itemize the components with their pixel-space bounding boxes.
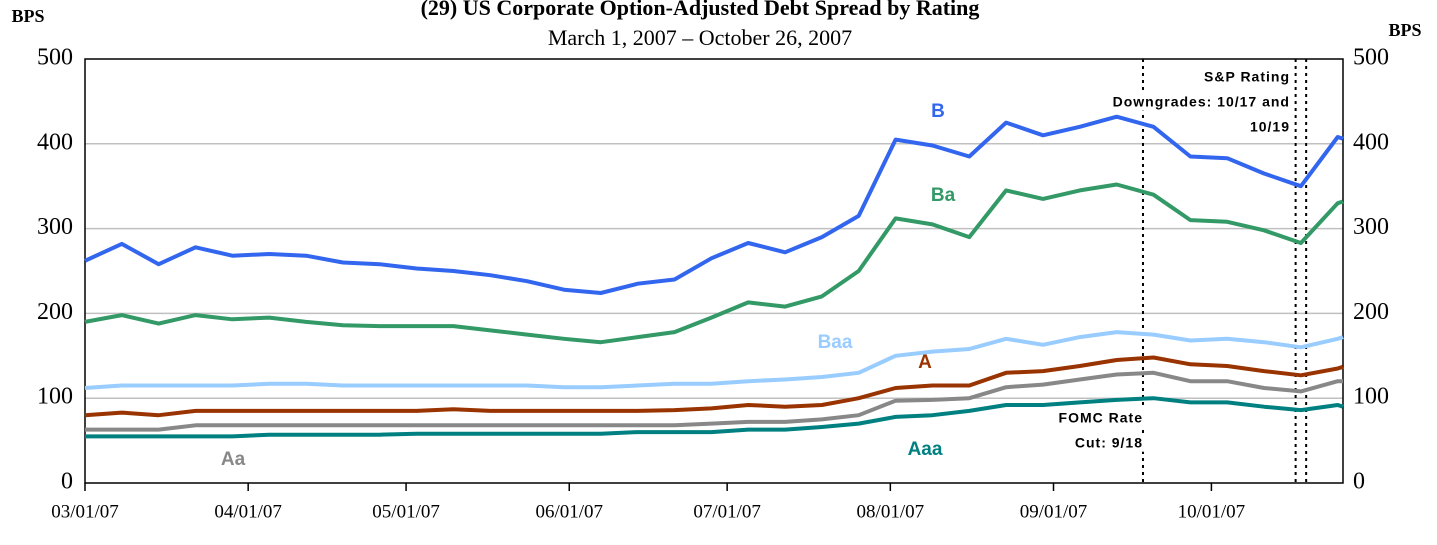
y-tick-label: 400 — [37, 129, 73, 155]
y2-axis-label: BPS — [1388, 20, 1421, 40]
x-tick-label: 09/01/07 — [1020, 501, 1088, 522]
series-label: A — [918, 352, 932, 373]
chart-subtitle: March 1, 2007 – October 26, 2007 — [548, 25, 852, 50]
y2-tick-label: 0 — [1353, 469, 1365, 495]
x-tick-label: 03/01/07 — [51, 501, 119, 522]
annotation-background — [1056, 408, 1145, 427]
series-line — [85, 370, 1343, 432]
x-tick-label: 06/01/07 — [535, 501, 603, 522]
plot-frame — [84, 58, 1344, 484]
y-tick-label: 200 — [37, 299, 73, 325]
x-tick-label: 04/01/07 — [214, 501, 282, 522]
annotation: Downgrades: 10/17 and — [1113, 94, 1290, 110]
y2-tick-label: 300 — [1353, 214, 1389, 240]
y2-tick-label: 500 — [1353, 45, 1389, 71]
y-tick-label: 0 — [61, 469, 73, 495]
y-axis-label: BPS — [11, 6, 44, 26]
series-label: Baa — [818, 332, 853, 353]
annotation-background — [1247, 117, 1292, 136]
series-line — [84, 114, 1344, 295]
series-label: Ba — [931, 185, 956, 206]
series-label: Aaa — [908, 439, 943, 460]
series-line — [84, 182, 1344, 345]
annotation-background — [1202, 67, 1292, 86]
series-label: Aa — [221, 449, 246, 470]
y-tick-label: 500 — [37, 45, 73, 71]
annotation-background — [1072, 433, 1145, 452]
annotation: S&P Rating — [1204, 69, 1290, 85]
series-line — [84, 355, 1344, 418]
y2-tick-label: 400 — [1353, 129, 1389, 155]
y-tick-label: 100 — [37, 384, 73, 410]
annotation: 10/19 — [1250, 119, 1290, 135]
y2-tick-label: 200 — [1353, 299, 1389, 325]
series-line — [85, 396, 1344, 439]
x-tick-label: 05/01/07 — [372, 501, 440, 522]
y2-tick-label: 100 — [1353, 384, 1389, 410]
annotation: Cut: 9/18 — [1075, 435, 1143, 451]
x-tick-label: 10/01/07 — [1178, 501, 1246, 522]
series-line — [84, 330, 1344, 390]
chart-title: (29) US Corporate Option-Adjusted Debt S… — [421, 0, 980, 20]
series-label: B — [931, 101, 945, 122]
annotation: FOMC Rate — [1059, 410, 1143, 426]
annotation-background — [1110, 92, 1292, 111]
x-tick-label: 08/01/07 — [857, 501, 925, 522]
x-tick-label: 07/01/07 — [693, 501, 761, 522]
y-tick-label: 300 — [37, 214, 73, 240]
